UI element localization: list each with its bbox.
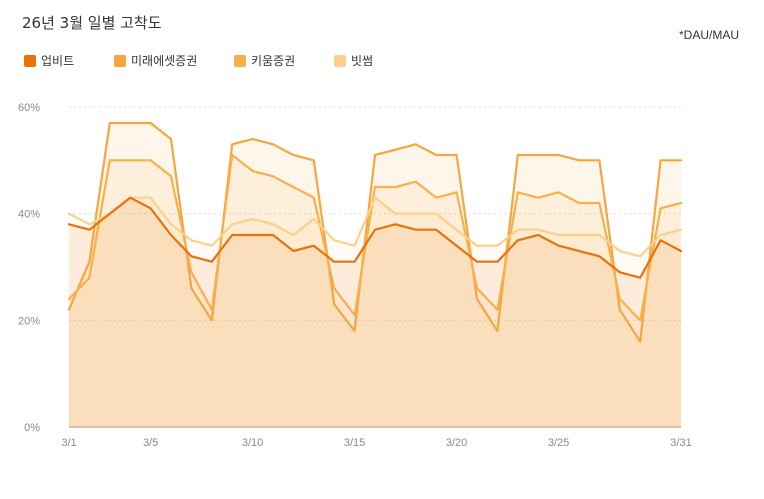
x-tick-label: 3/31 <box>670 437 691 449</box>
chart-title: 26년 3월 일별 고착도 <box>22 14 162 32</box>
series-area-1 <box>69 123 681 427</box>
legend-label-upbit: 업비트 <box>41 54 75 68</box>
series-areas <box>69 123 681 427</box>
grid-lines <box>69 106 681 428</box>
series-area-2 <box>69 155 681 427</box>
x-tick-label: 3/25 <box>548 437 569 449</box>
legend-swatch-kiwoom <box>234 54 246 67</box>
legend-item-bithumb[interactable]: 빗썸 <box>334 52 414 69</box>
x-tick-label: 3/1 <box>61 437 76 449</box>
legend: 업비트 미래에셋증권 키움증권 빗썸 <box>24 52 414 69</box>
legend-label-bithumb: 빗썸 <box>351 54 374 68</box>
x-tick-label: 3/5 <box>143 437 158 449</box>
y-tick-label: 40% <box>18 209 40 221</box>
legend-label-mirae: 미래에셋증권 <box>131 54 198 68</box>
legend-item-upbit[interactable]: 업비트 <box>24 52 114 69</box>
series-area-3 <box>69 197 681 427</box>
metric-note: *DAU/MAU <box>678 28 739 42</box>
legend-item-kiwoom[interactable]: 키움증권 <box>234 52 334 69</box>
legend-item-mirae[interactable]: 미래에셋증권 <box>114 52 234 69</box>
series-lines <box>67 121 683 343</box>
legend-label-kiwoom: 키움증권 <box>251 54 296 68</box>
x-tick-label: 3/20 <box>446 437 467 449</box>
legend-swatch-upbit <box>24 54 36 67</box>
y-tick-label: 0% <box>24 422 40 434</box>
series-line-1 <box>67 121 683 343</box>
y-tick-label: 60% <box>18 102 40 114</box>
y-tick-label: 20% <box>18 315 40 327</box>
series-line-0 <box>67 196 683 279</box>
legend-swatch-bithumb <box>334 54 346 67</box>
y-axis-ticks: 0% 20% 40% 60% <box>18 102 40 434</box>
series-line-3 <box>67 196 683 258</box>
series-line-2 <box>67 153 683 322</box>
x-tick-label: 3/15 <box>344 437 365 449</box>
x-tick-label: 3/10 <box>242 437 263 449</box>
series-area-0 <box>69 197 681 427</box>
legend-swatch-mirae <box>114 54 126 67</box>
x-axis-ticks: 3/1 3/5 3/10 3/15 3/20 3/25 3/31 <box>61 437 691 449</box>
